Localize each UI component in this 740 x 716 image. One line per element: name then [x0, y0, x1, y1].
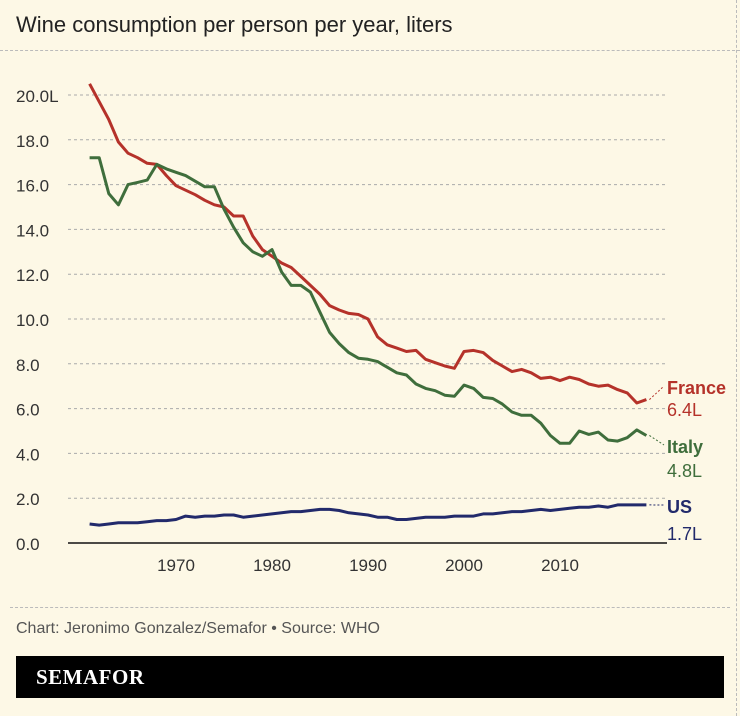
leader-line	[649, 435, 665, 446]
y-tick-label: 10.0	[16, 311, 49, 330]
series-label: France	[667, 378, 726, 398]
y-tick-label: 16.0	[16, 177, 49, 196]
semafor-logo: SEMAFOR	[36, 665, 145, 689]
divider	[736, 0, 737, 716]
series-line-france	[88, 83, 647, 405]
chart-credit: Chart: Jeronimo Gonzalez/Semafor • Sourc…	[16, 620, 380, 637]
series-end-value: 1.7L	[667, 524, 702, 544]
y-tick-label: 0.0	[16, 535, 40, 554]
y-tick-label: 8.0	[16, 356, 40, 375]
chart-title: Wine consumption per person per year, li…	[16, 12, 453, 37]
divider	[0, 50, 740, 51]
y-tick-label: 14.0	[16, 221, 49, 240]
y-tick-label: 2.0	[16, 490, 40, 509]
divider	[10, 607, 730, 608]
y-tick-label: 18.0	[16, 132, 49, 151]
x-tick-label: 1980	[253, 556, 291, 575]
series-end-value: 6.4L	[667, 400, 702, 420]
line-chart: 0.0 2.0 4.0 6.0 8.0 10.0 12.0 14.0 16.0 18.0 20.0L…	[16, 83, 726, 575]
series-line-italy	[89, 156, 648, 445]
y-tick-label: 12.0	[16, 266, 49, 285]
y-tick-label: 20.0L	[16, 87, 59, 106]
x-tick-label: 1990	[349, 556, 387, 575]
y-tick-label: 4.0	[16, 445, 40, 464]
series-end-value: 4.8L	[667, 461, 702, 481]
series-line-us	[89, 503, 647, 527]
x-tick-label: 1970	[157, 556, 195, 575]
series-label: Italy	[667, 437, 703, 457]
y-tick-label: 6.0	[16, 401, 40, 420]
brand-banner: SEMAFOR	[16, 656, 724, 698]
x-tick-label: 2000	[445, 556, 483, 575]
series-label: US	[667, 497, 692, 517]
x-tick-label: 2010	[541, 556, 579, 575]
leader-line	[649, 385, 665, 401]
